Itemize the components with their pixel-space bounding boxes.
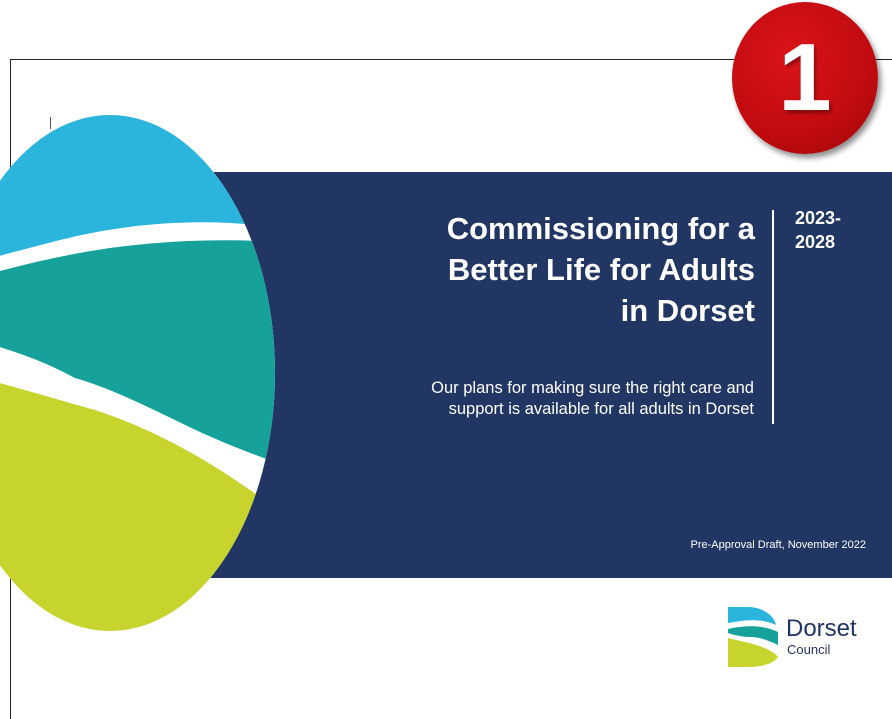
dorset-logo-icon — [728, 607, 778, 667]
title-line: in Dorset — [620, 293, 755, 328]
title-banner — [190, 172, 892, 578]
years-label: 2023- 2028 — [795, 206, 841, 254]
landscape-graphic — [0, 113, 275, 633]
years-line: 2023- — [795, 208, 842, 228]
slide-title: Commissioning for a Better Life for Adul… — [335, 208, 755, 331]
logo-name: Dorset — [786, 615, 857, 642]
badge-number: 1 — [778, 24, 832, 131]
dorset-council-logo: Dorset Council — [726, 605, 876, 669]
subtitle-line: Our plans for making sure the right care… — [431, 379, 754, 397]
text-cursor — [50, 117, 51, 129]
logo-subtext: Council — [787, 642, 831, 657]
title-line: Better Life for Adults — [447, 252, 755, 287]
slide-subtitle: Our plans for making sure the right care… — [294, 378, 754, 420]
subtitle-line: support is available for all adults in D… — [448, 400, 754, 418]
page-number-badge: 1 — [732, 2, 878, 154]
title-divider — [772, 210, 774, 424]
title-line: Commissioning for a — [446, 211, 755, 246]
draft-note: Pre-Approval Draft, November 2022 — [690, 539, 866, 551]
years-line: 2028 — [795, 232, 836, 252]
teal-band — [0, 240, 275, 470]
